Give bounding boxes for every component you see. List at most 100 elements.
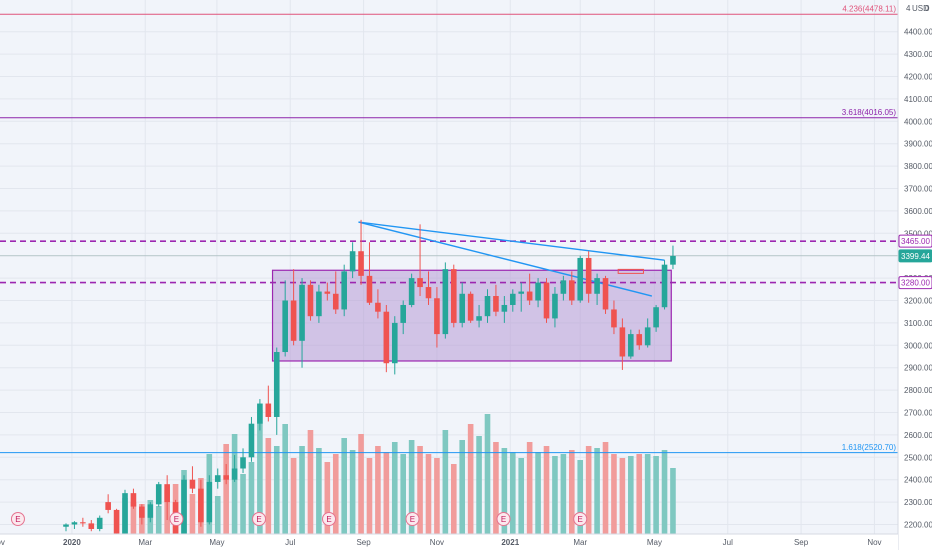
- volume-bar: [214, 496, 221, 534]
- candle-body: [122, 493, 128, 534]
- candle: [349, 242, 356, 279]
- currency-prefix: 4: [906, 4, 911, 13]
- volume-bar: [332, 454, 339, 534]
- volume-bar: [611, 454, 617, 534]
- candle-body: [594, 278, 600, 294]
- candle: [189, 466, 196, 494]
- level-price-tag-text: 3465.00: [901, 237, 930, 246]
- candle: [636, 329, 643, 350]
- earnings-marker[interactable]: E: [252, 512, 267, 526]
- candle-body: [611, 309, 617, 328]
- x-tick-label: May: [209, 538, 224, 547]
- earnings-marker[interactable]: E: [573, 512, 588, 526]
- candle-body: [88, 523, 95, 529]
- earnings-label: E: [174, 515, 179, 524]
- earnings-circle[interactable]: [252, 512, 267, 526]
- candle-body: [467, 293, 474, 321]
- x-tick-label: Mar: [573, 538, 587, 547]
- candle: [265, 385, 272, 422]
- candle: [223, 464, 229, 485]
- time-axis-bg: [0, 534, 898, 550]
- price-axis[interactable]: 2200.00 2300.00 2400.00 2500.00 2600.00 2700.…: [897, 0, 932, 550]
- candle-body: [366, 275, 373, 303]
- volume-bar: [248, 462, 255, 534]
- earnings-marker[interactable]: E: [169, 512, 184, 526]
- volume-bar: [341, 438, 347, 534]
- earnings-circle[interactable]: [169, 512, 184, 526]
- volume-bar: [543, 446, 550, 534]
- earnings-marker[interactable]: E: [405, 512, 420, 526]
- candle: [476, 304, 482, 328]
- x-tick-label: Sep: [794, 538, 809, 547]
- time-axis[interactable]: Nov 2020 Mar May Jul Sep Nov 2021 Mar May Jul Sep No…: [0, 533, 932, 550]
- candle-body: [535, 282, 541, 301]
- candle-body: [653, 307, 659, 328]
- volume-bar: [240, 474, 246, 534]
- small-marker-rect[interactable]: [617, 268, 644, 274]
- y-tick-label: 2200.00: [904, 521, 932, 530]
- candle: [543, 278, 550, 323]
- candle: [307, 280, 314, 321]
- candle: [535, 278, 541, 308]
- volume-bar: [450, 464, 457, 534]
- x-tick-label: Sep: [356, 538, 371, 547]
- candle-body: [198, 488, 204, 523]
- volume-bar: [518, 458, 525, 534]
- volume-bar: [290, 458, 297, 534]
- volume-bar: [375, 446, 381, 534]
- earnings-marker[interactable]: E: [496, 512, 511, 526]
- volume-bar: [628, 456, 634, 534]
- candle-body: [181, 479, 187, 545]
- candle: [569, 271, 575, 305]
- candle-body: [214, 475, 221, 482]
- y-tick-label: 2800.00: [904, 386, 932, 395]
- earnings-circle[interactable]: [10, 512, 25, 526]
- currency-label[interactable]: USD: [912, 4, 929, 13]
- candle-body: [324, 291, 331, 294]
- fib-level-label: 4.236(4478.11): [842, 5, 896, 14]
- candle-body: [332, 293, 339, 310]
- earnings-circle[interactable]: [405, 512, 420, 526]
- candle-body: [223, 475, 229, 480]
- volume-bar: [552, 456, 558, 534]
- candle-body: [80, 522, 86, 524]
- y-tick-label: 3700.00: [904, 185, 932, 194]
- candle: [467, 291, 474, 323]
- candle: [324, 282, 331, 301]
- x-tick-label: 2020: [63, 538, 81, 547]
- candle: [105, 494, 111, 514]
- volume-bar: [526, 442, 533, 534]
- candle: [459, 282, 466, 328]
- candle: [164, 475, 170, 521]
- candle: [501, 296, 508, 323]
- earnings-circle[interactable]: [322, 512, 337, 526]
- earnings-label: E: [256, 515, 261, 524]
- candle-body: [358, 251, 364, 276]
- candle-body: [518, 291, 525, 294]
- candle-body: [206, 481, 213, 523]
- earnings-marker[interactable]: E: [10, 512, 25, 526]
- candle: [450, 264, 457, 328]
- earnings-marker[interactable]: E: [322, 512, 337, 526]
- volume-bar: [476, 436, 482, 534]
- candle: [113, 508, 120, 538]
- candle-body: [552, 293, 558, 319]
- volume-bar: [602, 442, 609, 534]
- candle: [130, 488, 137, 509]
- candle: [594, 273, 600, 305]
- candle: [391, 316, 398, 375]
- y-tick-label: 4400.00: [904, 28, 932, 37]
- candle-body: [569, 280, 575, 301]
- earnings-circle[interactable]: [496, 512, 511, 526]
- earnings-circle[interactable]: [573, 512, 588, 526]
- candle-body: [164, 484, 170, 503]
- horizontal-levels[interactable]: 4.236(4478.11) 3.618(4016.05) 1.618(2520.7…: [0, 5, 898, 454]
- candle: [611, 300, 617, 335]
- candle-body: [96, 517, 103, 529]
- candle-body: [585, 257, 592, 294]
- candle-body: [476, 316, 482, 321]
- trendline[interactable]: [358, 221, 665, 261]
